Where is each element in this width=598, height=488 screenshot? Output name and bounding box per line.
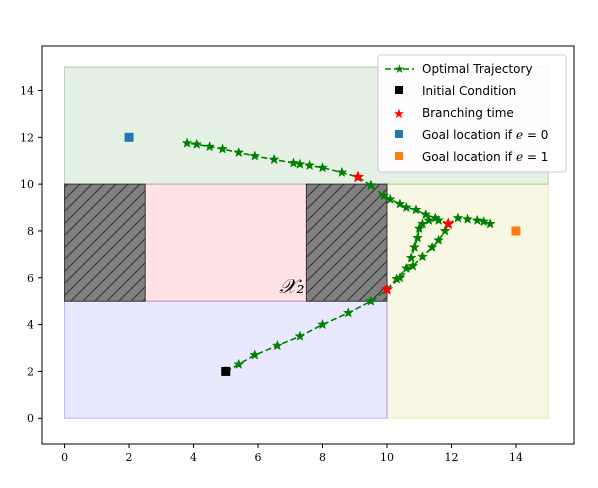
trajectory-point	[417, 250, 428, 262]
y-tick-label: 10	[20, 178, 34, 191]
trajectory-point	[433, 234, 445, 245]
trajectory-point	[412, 232, 424, 243]
legend-star-icon: ★	[393, 107, 405, 122]
trajectory-point	[217, 143, 228, 154]
trajectory-point	[304, 159, 316, 171]
legend-star-icon: ★	[394, 62, 405, 76]
legend-box	[377, 54, 567, 173]
trajectory-point	[204, 140, 216, 152]
trajectory-point	[394, 198, 406, 209]
legend-item-trajectory: ★ Optimal Trajectory	[385, 62, 533, 76]
legend-item-goal-e0: Goal location if e = 0	[395, 128, 548, 142]
trajectory-point	[420, 208, 432, 220]
legend-label: Initial Condition	[422, 84, 516, 98]
legend-label: Optimal Trajectory	[422, 62, 533, 76]
trajectory-point	[294, 330, 306, 341]
trajectory-point	[426, 241, 438, 252]
trajectory-point	[405, 252, 417, 263]
legend-item-goal-e1: Goal location if e = 1	[395, 150, 548, 164]
trajectory-point	[408, 241, 420, 252]
trajectory-point	[400, 201, 412, 213]
trajectory-point	[288, 157, 299, 168]
trajectory-point	[317, 162, 328, 173]
x-tick-label: 4	[190, 451, 197, 464]
square-point	[124, 132, 134, 142]
legend-square-icon	[395, 86, 403, 94]
trajectory-line	[386, 219, 449, 291]
trajectory-point	[268, 153, 280, 165]
blue-region	[64, 300, 388, 419]
x-tick-label: 10	[380, 451, 394, 464]
pink-region	[144, 183, 307, 302]
trajectory-point	[249, 150, 261, 161]
x-tick-label: 2	[126, 451, 133, 464]
trajectory-line	[386, 223, 449, 291]
trajectory-point	[400, 262, 412, 274]
y-tick-label: 8	[27, 225, 34, 238]
trajectory-point	[384, 193, 396, 204]
legend-square-icon	[395, 152, 403, 160]
trajectory-point	[478, 215, 490, 227]
y-tick-label: 6	[27, 272, 34, 285]
legend-label: Branching time	[422, 106, 514, 120]
square-point	[221, 366, 231, 376]
trajectory-point	[417, 218, 428, 229]
branching-point	[351, 170, 365, 183]
trajectory-point	[365, 295, 377, 306]
trajectory-point	[471, 214, 483, 226]
yellow-region	[386, 183, 549, 419]
legend: ★ Optimal Trajectory Initial Condition ★…	[377, 54, 567, 173]
trajectory-point	[452, 212, 464, 223]
trajectory-point	[407, 260, 419, 271]
obstacle-left	[64, 183, 146, 302]
trajectory-point	[410, 204, 422, 215]
x-tick-label: 12	[444, 451, 458, 464]
x-tick-label: 6	[255, 451, 262, 464]
y-axis-ticks: 0 2 4 6 8 10 12 14	[20, 84, 42, 425]
legend-label: Goal location if e = 1	[422, 150, 548, 164]
trajectory-point	[336, 166, 348, 178]
y-tick-label: 2	[27, 365, 34, 378]
legend-label: Goal location if e = 0	[422, 128, 548, 142]
trajectory-point	[317, 318, 328, 330]
trajectory-point	[462, 213, 474, 224]
square-point	[511, 226, 521, 236]
trajectory-point	[342, 307, 354, 318]
trajectory-point	[191, 138, 203, 149]
y-tick-label: 14	[20, 84, 34, 97]
trajectory-point	[391, 273, 403, 284]
legend-item-initial: Initial Condition	[395, 84, 516, 98]
trajectory-point	[249, 349, 261, 360]
special-points	[124, 132, 521, 376]
trajectory-point	[181, 137, 193, 148]
axes-frame	[41, 45, 575, 445]
trajectory-point	[439, 225, 451, 236]
region-label: 𝒳₂	[279, 274, 304, 298]
y-tick-label: 12	[20, 131, 34, 144]
trajectory-point	[429, 212, 441, 223]
branching-point	[380, 282, 394, 295]
x-tick-label: 8	[319, 451, 326, 464]
trajectory-point	[484, 218, 496, 229]
trajectory-point	[271, 339, 283, 351]
y-tick-label: 4	[27, 319, 34, 332]
trajectory-point	[233, 358, 245, 370]
legend-square-icon	[395, 130, 403, 138]
obstacle-right	[305, 183, 388, 302]
branching-point	[441, 217, 455, 230]
legend-item-branching: ★ Branching time	[393, 106, 514, 122]
x-axis-ticks: 0 2 4 6 8 10 12 14	[61, 444, 523, 464]
trajectory-point	[378, 190, 390, 201]
trajectory-point	[423, 214, 435, 226]
trajectory-point	[365, 179, 377, 190]
trajectory-point	[233, 146, 245, 158]
y-tick-label: 0	[27, 412, 34, 425]
x-tick-label: 14	[509, 451, 523, 464]
x-tick-label: 0	[61, 451, 68, 464]
